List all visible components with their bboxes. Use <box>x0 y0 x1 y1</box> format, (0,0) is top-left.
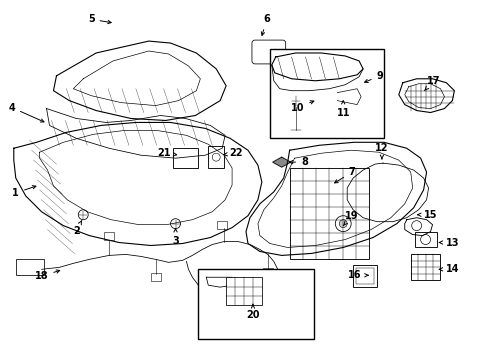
Text: 1: 1 <box>12 186 36 198</box>
Bar <box>104 231 114 239</box>
Text: 4: 4 <box>8 103 44 122</box>
Bar <box>225 277 262 305</box>
Text: 12: 12 <box>374 143 388 159</box>
Bar <box>198 269 314 339</box>
Circle shape <box>290 96 300 105</box>
Bar <box>289 168 368 260</box>
Text: 2: 2 <box>73 220 81 235</box>
Polygon shape <box>272 157 290 167</box>
Bar <box>217 221 226 229</box>
Bar <box>410 255 440 280</box>
Circle shape <box>342 92 351 102</box>
Bar <box>352 265 376 287</box>
Bar <box>269 49 383 138</box>
Text: 13: 13 <box>438 238 458 248</box>
Text: 11: 11 <box>336 101 349 117</box>
Circle shape <box>411 221 421 231</box>
Bar <box>16 260 43 275</box>
Circle shape <box>78 210 88 220</box>
Text: 7: 7 <box>334 167 355 183</box>
Bar <box>263 268 272 276</box>
Text: 20: 20 <box>245 304 259 320</box>
Text: 10: 10 <box>290 101 313 113</box>
Text: 18: 18 <box>35 270 60 281</box>
Bar <box>414 231 436 247</box>
Text: 21: 21 <box>157 148 176 158</box>
Text: 5: 5 <box>88 14 111 24</box>
Circle shape <box>420 235 429 244</box>
Circle shape <box>212 153 220 161</box>
Text: 19: 19 <box>343 211 358 226</box>
FancyBboxPatch shape <box>251 40 285 64</box>
Bar <box>172 148 198 168</box>
Text: 9: 9 <box>364 71 383 82</box>
Text: 14: 14 <box>438 264 458 274</box>
Text: 6: 6 <box>261 14 270 35</box>
Text: 15: 15 <box>417 210 436 220</box>
Circle shape <box>335 216 350 231</box>
Circle shape <box>339 220 346 228</box>
Text: 16: 16 <box>347 270 367 280</box>
Text: 8: 8 <box>289 157 307 167</box>
Bar <box>150 273 161 281</box>
Text: 3: 3 <box>172 229 179 246</box>
Text: 17: 17 <box>424 76 439 91</box>
Bar <box>208 146 224 168</box>
Text: 22: 22 <box>223 148 243 158</box>
Circle shape <box>170 219 180 229</box>
Bar <box>355 268 373 284</box>
